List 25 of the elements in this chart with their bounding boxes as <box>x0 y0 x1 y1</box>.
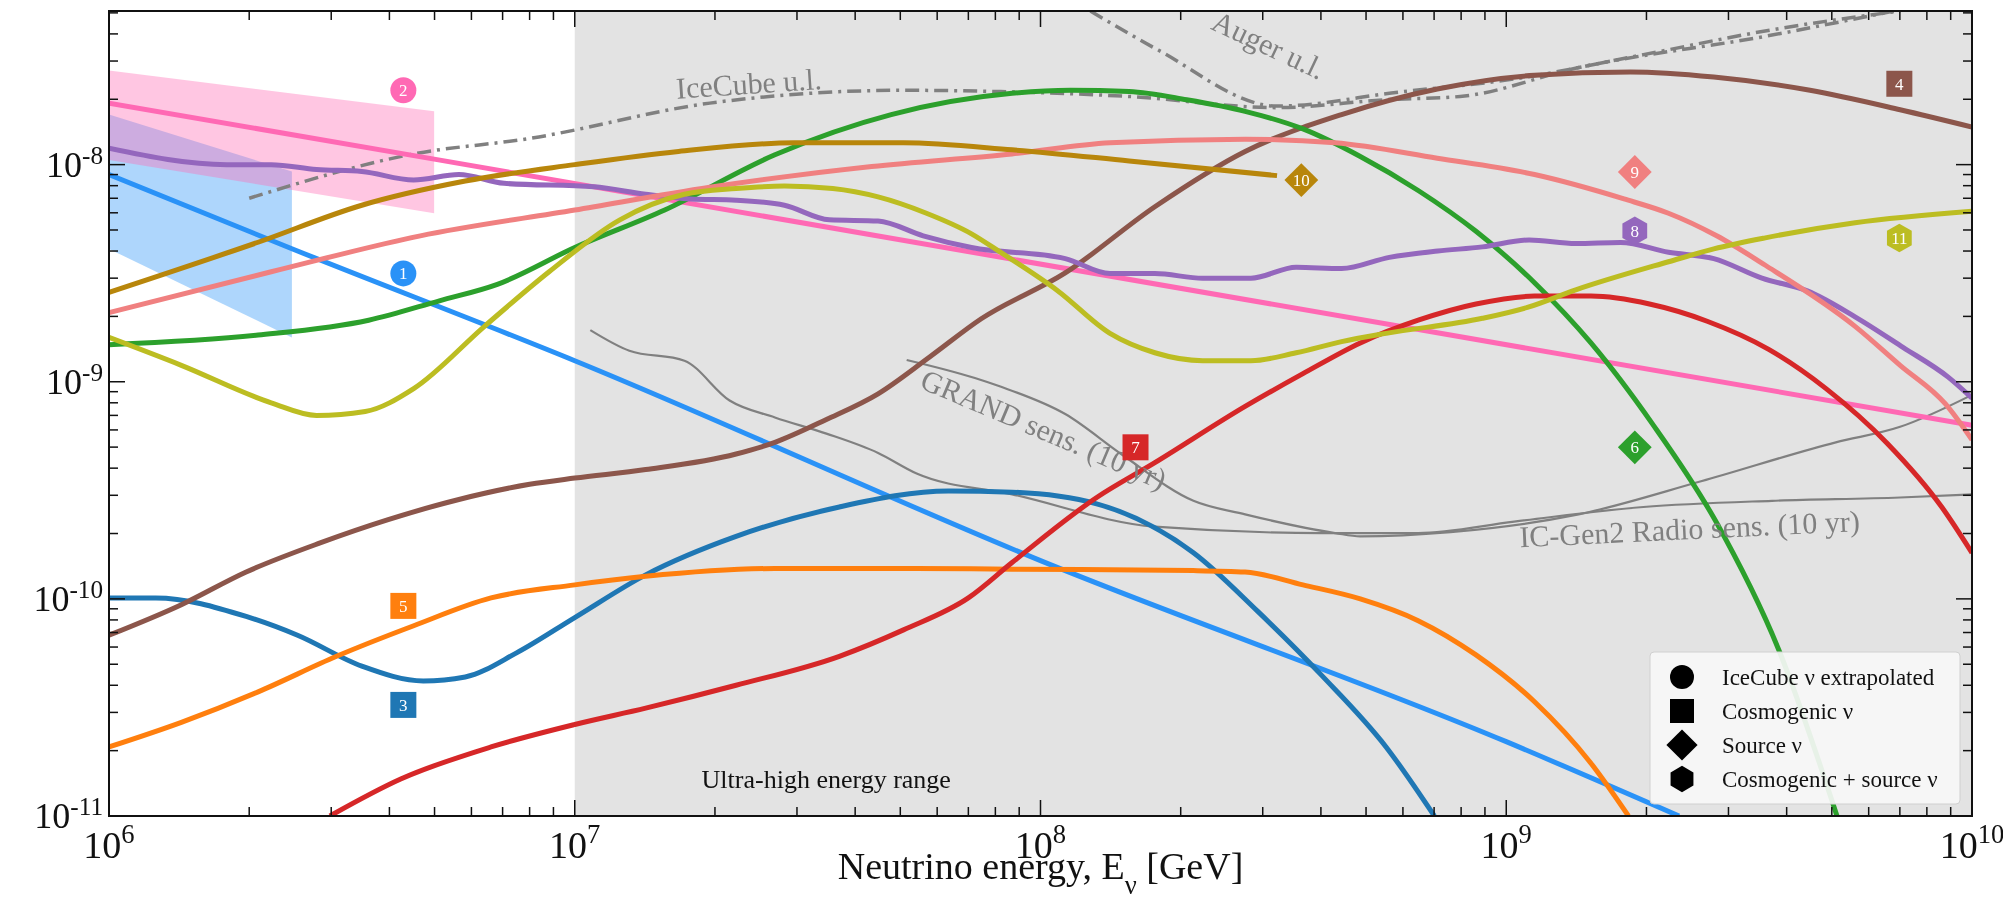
annotation: Cosmogenic + source ν <box>1722 767 1938 792</box>
annotation: Cosmogenic ν <box>1722 699 1854 724</box>
text: Auger u.l. <box>1207 4 1331 86</box>
series-label: IC-Gen2 Radio sens. (10 yr) <box>1518 503 1861 555</box>
series-label: 5 <box>399 596 408 616</box>
series-label: 8 <box>1630 221 1640 241</box>
y-tick-label: 10$^{-8}$ <box>46 141 103 185</box>
x-tick-label: 10$^{7}$ <box>549 819 601 866</box>
series-label: 6 <box>1630 438 1640 458</box>
y-tick-label: 10$^{-9}$ <box>46 358 103 402</box>
series-label: 11 <box>1891 229 1908 249</box>
text: 2 <box>399 81 408 101</box>
series-label: 9 <box>1630 163 1640 182</box>
series-label: 4 <box>1895 74 1905 94</box>
x-tick-label: 10$^{9}$ <box>1480 819 1532 866</box>
band-label: Ultra-high energy range <box>701 765 951 794</box>
series-label: IceCube u.l. <box>674 62 823 105</box>
annotation: Source ν <box>1722 733 1803 758</box>
series-label: 10 <box>1292 171 1310 191</box>
series-label: 3 <box>399 695 408 715</box>
series-label: 1 <box>399 264 408 284</box>
annotation: IceCube ν extrapolated <box>1722 665 1935 690</box>
y-tick-label: 10$^{-10}$ <box>33 575 103 619</box>
series-label: 7 <box>1131 438 1141 458</box>
x-tick-label: 10$^{10}$ <box>1939 819 2005 866</box>
